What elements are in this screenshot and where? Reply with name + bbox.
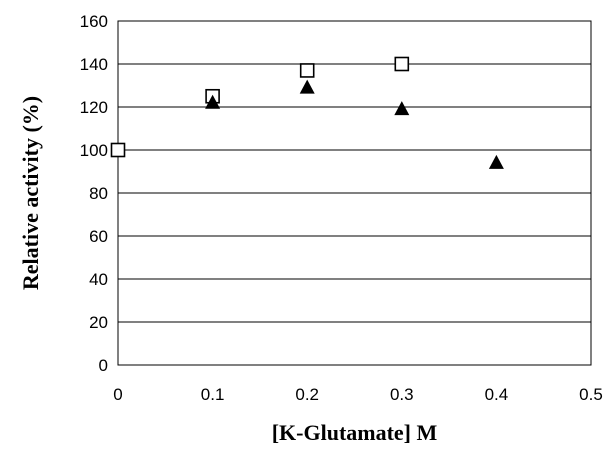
plot-area-frame xyxy=(117,20,592,366)
x-tick-label: 0.5 xyxy=(579,385,603,404)
y-tick-label: 160 xyxy=(80,12,108,31)
series-2-point xyxy=(488,154,504,169)
x-tick-label: 0.3 xyxy=(390,385,414,404)
y-axis-title: Relative activity (%) xyxy=(18,96,43,290)
x-axis-tick-labels: 0 0.1 0.2 0.3 0.4 0.5 xyxy=(113,385,603,404)
data-points xyxy=(110,56,504,169)
y-tick-label: 80 xyxy=(89,184,108,203)
y-tick-label: 20 xyxy=(89,313,108,332)
x-tick-label: 0.1 xyxy=(201,385,225,404)
x-axis-title: [K-Glutamate] M xyxy=(272,420,438,445)
series-2-point xyxy=(299,79,315,94)
y-tick-label: 100 xyxy=(80,141,108,160)
series-1-point xyxy=(299,63,315,78)
x-tick-label: 0.4 xyxy=(485,385,509,404)
series-2-point xyxy=(205,94,221,109)
series-1-point xyxy=(110,142,126,158)
y-tick-label: 60 xyxy=(89,227,108,246)
series-1-point xyxy=(394,56,410,72)
gridlines xyxy=(118,63,591,323)
y-axis-tick-labels: 0 20 40 60 80 100 120 140 160 xyxy=(80,12,108,375)
y-tick-label: 140 xyxy=(80,55,108,74)
y-tick-label: 0 xyxy=(99,356,108,375)
x-tick-label: 0.2 xyxy=(295,385,319,404)
series-2-point xyxy=(394,101,410,116)
x-tick-label: 0 xyxy=(113,385,122,404)
y-tick-label: 40 xyxy=(89,270,108,289)
y-tick-label: 120 xyxy=(80,98,108,117)
